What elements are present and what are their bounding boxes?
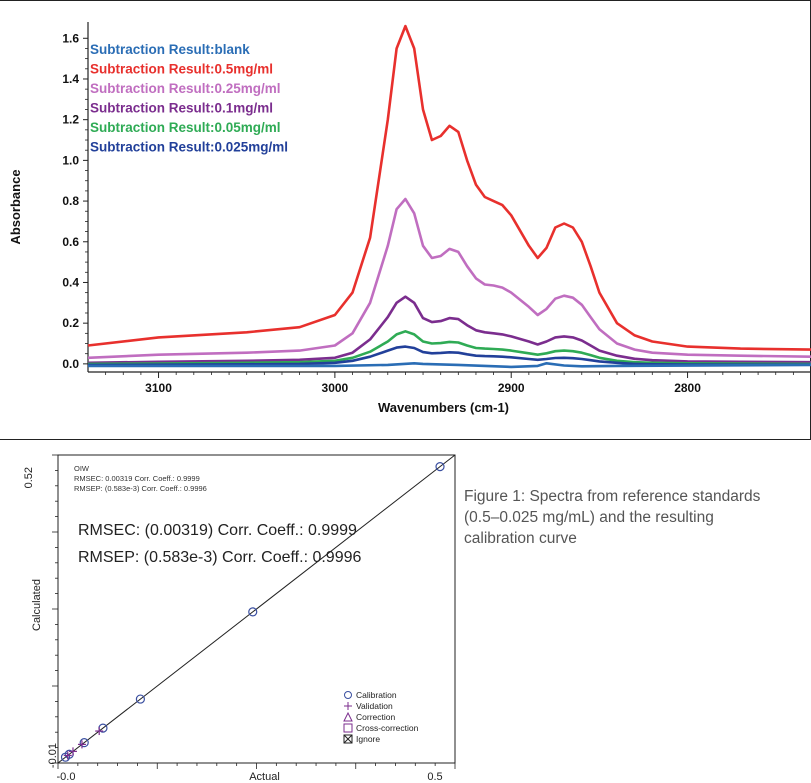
- validation-point: [63, 751, 72, 760]
- legend-entry-2: Subtraction Result:0.25mg/ml: [90, 81, 281, 96]
- figure-caption: Figure 1: Spectra from reference standar…: [464, 488, 761, 547]
- calibration-chart: 0.52-0.01-0.0 0.5ActualCalculatedOIWRMSEC…: [23, 454, 456, 783]
- x-tick-label: 3000: [322, 381, 349, 395]
- series-line-1: [87, 24, 811, 351]
- x-axis-label: Wavenumbers (cm-1): [378, 400, 509, 415]
- y-tick-label: 1.4: [62, 72, 79, 86]
- header-line-1: RMSEC: 0.00319 Corr. Coeff.: 0.9999: [74, 474, 200, 483]
- spectra-chart: 0.0 0.2 0.4 0.6 0.8 1.0 1.2 1.4 1.6 3100 3000 2900 2…: [8, 22, 811, 415]
- y-tick-label: 1.2: [62, 113, 79, 127]
- header-line-2: RMSEP: (0.583e-3) Corr. Coeff.: 0.9996: [74, 484, 207, 493]
- x-tick-label: 3100: [145, 381, 172, 395]
- legend-entry-3: Subtraction Result:0.1mg/ml: [90, 101, 273, 116]
- legend-marker-xsquare: [343, 734, 353, 744]
- x-axis-label: Actual: [249, 771, 280, 783]
- legend-entry-5: Subtraction Result:0.025mg/ml: [90, 140, 288, 155]
- calibration-point: [435, 462, 445, 472]
- y-tick-label: 1.6: [62, 31, 79, 45]
- legend-item-0: Calibration: [344, 690, 397, 700]
- x-tick-label-right: 0.5: [427, 771, 442, 783]
- series-line-3: [87, 295, 811, 365]
- legend-item-3: Cross-correction: [343, 723, 419, 733]
- series-line-2: [87, 197, 811, 360]
- legend-item-2: Correction: [343, 711, 395, 722]
- legend-marker-square: [343, 723, 353, 733]
- y-tick-label: 0.8: [62, 194, 79, 208]
- header-line-0: OIW: [74, 464, 90, 473]
- legend-label: Calibration: [356, 690, 397, 700]
- legend-item-1: Validation: [344, 701, 393, 711]
- y-tick-label: 0.4: [62, 275, 79, 289]
- x-tick-label: 2800: [674, 381, 701, 395]
- legend-item-4: Ignore: [343, 734, 380, 744]
- series-line-0: [88, 361, 811, 369]
- fit-line: [57, 454, 456, 764]
- legend-marker-circle: [344, 691, 352, 699]
- y-axis-label: Calculated: [31, 579, 43, 631]
- y-tick-label: 0.2: [62, 316, 79, 330]
- y-axis-label: Absorbance: [8, 169, 23, 244]
- x-tick-label-left: -0.0: [57, 771, 76, 783]
- series-line-4: [87, 329, 811, 366]
- legend-entry-1: Subtraction Result:0.5mg/ml: [90, 62, 273, 77]
- validation-point: [77, 740, 86, 749]
- calibration-point: [79, 738, 89, 748]
- calibration-point: [248, 607, 258, 617]
- y-tick-label: 1.0: [62, 153, 79, 167]
- legend-label: Ignore: [356, 734, 380, 744]
- annotation-line-0: RMSEC: (0.00319) Corr. Coeff.: 0.9999: [78, 522, 357, 539]
- y-tick-label: 0.6: [62, 235, 79, 249]
- y-tick-label-bottom: -0.01: [47, 743, 59, 768]
- legend-marker-x2: [343, 734, 353, 744]
- legend-label: Validation: [356, 701, 393, 711]
- legend-marker-triangle: [343, 711, 353, 722]
- legend-entry-4: Subtraction Result:0.05mg/ml: [90, 120, 281, 135]
- calibration-point: [135, 694, 145, 704]
- legend-label: Cross-correction: [356, 723, 419, 733]
- y-tick-label: 0.0: [62, 357, 79, 371]
- validation-point: [68, 747, 77, 756]
- validation-point: [95, 727, 104, 736]
- legend-label: Correction: [356, 712, 395, 722]
- y-tick-label-top: 0.52: [23, 467, 35, 488]
- legend-entry-0: Subtraction Result:blank: [90, 42, 250, 57]
- series-line-5: [87, 345, 811, 367]
- annotation-line-1: RMSEP: (0.583e-3) Corr. Coeff.: 0.9996: [78, 549, 362, 566]
- x-tick-label: 2900: [498, 381, 525, 395]
